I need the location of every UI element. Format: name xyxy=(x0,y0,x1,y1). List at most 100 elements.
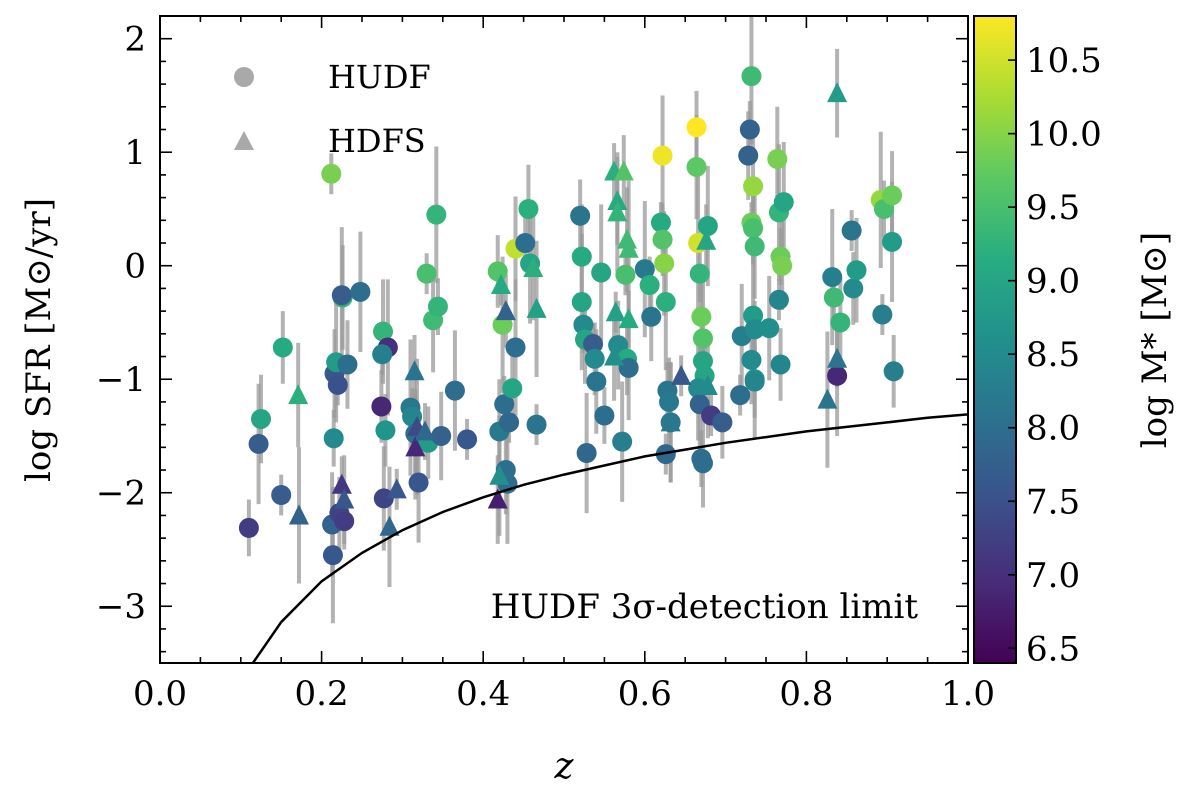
hudf-point xyxy=(248,433,269,454)
hudf-point xyxy=(526,414,547,435)
hudf-point xyxy=(843,278,864,299)
y-tick-label: −3 xyxy=(96,587,146,627)
hudf-point xyxy=(712,412,733,433)
hudf-point xyxy=(444,380,465,401)
hudf-point xyxy=(743,176,764,197)
hdfs-point xyxy=(288,504,309,525)
y-tick-label: −2 xyxy=(96,474,146,514)
hudf-point xyxy=(759,318,780,339)
hdfs-point xyxy=(607,201,628,222)
hudf-point xyxy=(612,431,633,452)
hdfs-point xyxy=(334,488,355,509)
colorbar-label: log M* [M⊙] xyxy=(1135,232,1175,448)
hudf-point xyxy=(251,408,271,429)
legend-label-hdfs: HDFS xyxy=(328,122,426,160)
hdfs-point xyxy=(605,301,626,322)
hudf-point xyxy=(882,185,903,206)
hudf-point xyxy=(738,145,759,166)
hdfs-point xyxy=(487,488,508,509)
hdfs-point xyxy=(618,237,639,258)
colorbar: 6.5 7.0 7.5 8.0 8.5 9.0 9.5 10.0 10.5 log M* [M⊙… xyxy=(973,15,1175,669)
hudf-point xyxy=(271,485,292,506)
hudf-point xyxy=(822,267,843,288)
hudf-point xyxy=(321,163,342,184)
hdfs-point xyxy=(490,274,511,295)
hudf-point xyxy=(639,275,660,296)
hudf-point xyxy=(515,233,536,254)
hdfs-point xyxy=(607,190,628,211)
legend-label-hudf: HUDF xyxy=(328,58,431,96)
hudf-point xyxy=(767,149,788,170)
hdfs-point xyxy=(696,229,717,250)
hudf-point xyxy=(371,396,392,417)
hudf-point xyxy=(594,405,615,426)
hudf-point xyxy=(499,412,520,433)
hudf-point xyxy=(772,255,793,276)
hudf-point xyxy=(431,425,452,446)
colorbar-tick-label: 6.5 xyxy=(1026,629,1080,669)
hudf-point xyxy=(744,371,765,392)
hudf-point xyxy=(872,304,893,325)
hudf-point xyxy=(741,349,762,370)
hudf-point xyxy=(744,319,765,340)
hdfs-point xyxy=(489,464,510,485)
hudf-point xyxy=(659,391,680,412)
colorbar-tick-label: 7.5 xyxy=(1026,482,1080,522)
hudf-point xyxy=(571,246,592,267)
hudf-point xyxy=(697,215,718,236)
hdfs-point xyxy=(817,388,838,409)
hudf-point xyxy=(686,117,707,138)
y-axis-label: log SFR [M⊙/yr] xyxy=(19,198,59,482)
hdfs-point xyxy=(618,308,639,329)
hudf-point xyxy=(502,378,523,399)
hudf-point xyxy=(650,212,671,233)
hudf-point xyxy=(686,156,707,177)
hudf-point xyxy=(689,263,710,284)
hudf-point xyxy=(576,443,597,464)
hudf-point xyxy=(618,357,639,378)
y-axis: −3 −2 −1 0 1 2 xyxy=(96,20,968,653)
colorbar-tick-label: 8.0 xyxy=(1026,409,1080,449)
hudf-point xyxy=(272,337,293,358)
hudf-point xyxy=(841,220,862,241)
hdfs-point xyxy=(617,228,638,249)
hudf-point xyxy=(830,312,851,333)
hudf-point xyxy=(692,453,713,474)
data-points xyxy=(238,66,904,566)
detection-limit-curve xyxy=(251,413,968,663)
hdfs-point xyxy=(671,364,692,385)
hudf-point xyxy=(691,306,712,327)
hudf-point xyxy=(846,260,867,281)
hudf-point xyxy=(375,420,396,441)
colorbar-tick-label: 8.5 xyxy=(1026,335,1080,375)
hdfs-point xyxy=(827,82,848,103)
hdfs-point xyxy=(331,473,352,494)
hdfs-point xyxy=(405,436,426,457)
hudf-point xyxy=(323,428,344,449)
hudf-point xyxy=(350,281,371,302)
hudf-point xyxy=(615,264,636,285)
hudf-point xyxy=(730,385,751,406)
hudf-point xyxy=(426,204,447,225)
hudf-point xyxy=(770,354,791,375)
hudf-point xyxy=(773,192,794,213)
x-tick-label: 1.0 xyxy=(941,674,995,714)
hudf-point xyxy=(584,348,605,369)
hudf-point xyxy=(571,292,592,313)
hdfs-point xyxy=(526,297,547,318)
colorbar-tick-label: 7.0 xyxy=(1026,556,1080,596)
hdfs-point xyxy=(613,160,634,181)
hudf-point xyxy=(768,289,789,310)
hudf-point xyxy=(654,253,675,274)
colorbar-tick-label: 9.0 xyxy=(1026,262,1080,302)
colorbar-tick-label: 10.5 xyxy=(1026,41,1102,81)
colorbar-tick-label: 10.0 xyxy=(1026,115,1102,155)
x-tick-label: 0.0 xyxy=(133,674,187,714)
hdfs-point xyxy=(660,411,681,432)
hudf-point xyxy=(634,259,655,280)
hudf-point xyxy=(416,263,437,284)
hudf-point xyxy=(652,145,673,166)
hudf-point xyxy=(334,511,355,532)
hudf-point xyxy=(591,262,612,283)
